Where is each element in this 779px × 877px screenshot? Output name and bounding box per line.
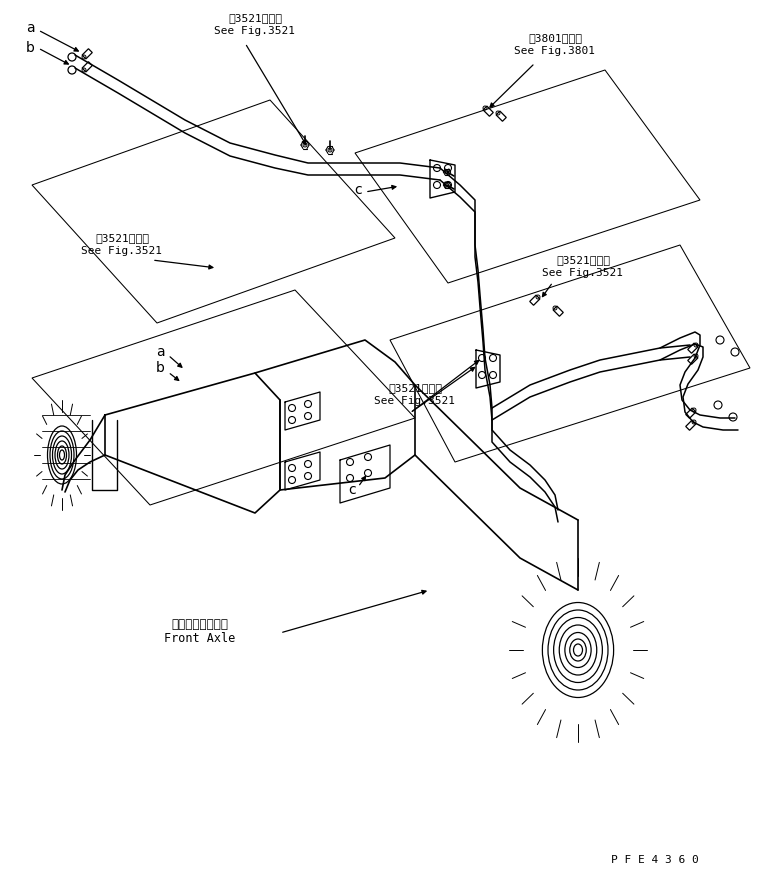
- Text: c: c: [354, 183, 361, 197]
- Text: See Fig.3521: See Fig.3521: [214, 26, 295, 36]
- Text: 第3521図参照: 第3521図参照: [388, 383, 442, 393]
- Text: See Fig.3801: See Fig.3801: [514, 46, 595, 56]
- Text: b: b: [156, 361, 164, 375]
- Text: See Fig.3521: See Fig.3521: [375, 396, 456, 406]
- Text: c: c: [348, 483, 356, 497]
- Text: Front Axle: Front Axle: [164, 632, 235, 645]
- Text: a: a: [156, 345, 164, 359]
- Text: 第3801図参照: 第3801図参照: [528, 33, 582, 43]
- Text: See Fig.3521: See Fig.3521: [542, 268, 623, 278]
- Text: See Fig.3521: See Fig.3521: [82, 246, 163, 256]
- Text: b: b: [26, 41, 34, 55]
- Text: a: a: [26, 21, 34, 35]
- Text: 第3521図参照: 第3521図参照: [95, 233, 149, 243]
- Text: 第3521図参照: 第3521図参照: [228, 13, 282, 23]
- Text: フロントアクスル: フロントアクスル: [171, 618, 228, 631]
- Text: P F E 4 3 6 0: P F E 4 3 6 0: [611, 855, 699, 865]
- Text: 第3521図参照: 第3521図参照: [556, 255, 610, 265]
